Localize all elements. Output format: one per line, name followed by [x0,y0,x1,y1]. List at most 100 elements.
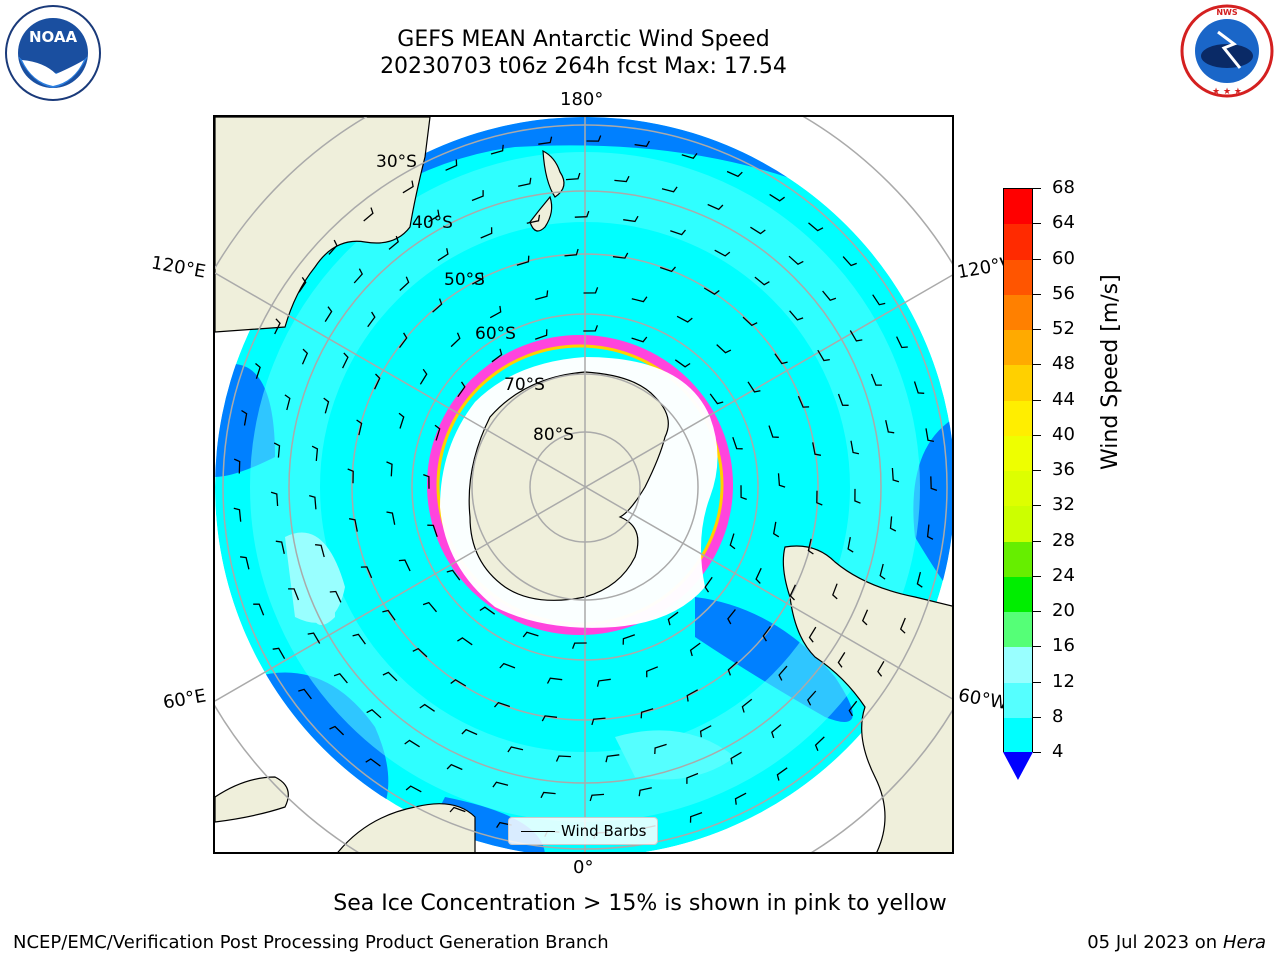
wind-barb [661,186,678,193]
wind-barb [788,255,804,265]
colorbar-extend-triangle [1003,752,1033,780]
wind-barb [797,395,810,408]
wind-barb [565,172,581,181]
wind-barb [446,569,461,581]
wind-barb [659,266,676,273]
svg-text:NWS: NWS [1216,8,1238,17]
lon-label-0: 0° [573,857,594,878]
wind-barb [740,485,747,501]
colorbar-tick-mark [1033,399,1041,401]
wind-barb [419,703,435,712]
wind-barb [366,709,382,719]
wind-barb [541,715,558,722]
wind-barb [614,175,630,183]
colorbar-tick-mark [1033,681,1041,683]
wind-barb [309,494,317,510]
wind-barb [342,352,349,369]
wind-barb [634,140,650,148]
colorbar-segment [1004,224,1032,260]
wind-barb [315,544,325,558]
wind-barb [674,359,691,368]
wind-barb [861,609,869,626]
wind-barb [612,252,629,259]
wind-barb [707,203,724,211]
wind-barb [445,159,458,171]
svg-text:NOAA: NOAA [29,28,78,46]
lat-label-70s: 70°S [504,375,545,395]
lon-label-60e: 60°E [161,685,208,714]
wind-barb [363,207,374,222]
wind-barb [288,588,300,601]
wind-barb [807,690,817,706]
wind-barb [398,332,408,348]
wind-barb [496,821,512,828]
wind-barb [754,276,770,286]
wind-barb [540,791,556,799]
wind-barb [842,256,857,267]
wind-barb [716,344,732,354]
colorbar-segment [1004,294,1032,330]
wind-barb [489,305,502,319]
wind-barb [812,442,822,456]
wind-barb [686,689,699,702]
wind-barb [778,665,788,681]
wind-barb [522,631,539,638]
nws-logo: NWS ★ ★ ★ [1178,4,1276,98]
wind-barb [762,626,772,642]
wind-barb [274,318,281,335]
wind-barb [879,563,886,580]
wind-barb [348,518,358,532]
wind-barb [240,556,250,570]
wind-barb [586,135,602,142]
wind-barb [233,458,241,474]
colorbar-tick-label: 44 [1052,388,1075,410]
wind-barbs [233,135,938,839]
wind-barb-legend-line [521,831,555,832]
wind-barb [419,368,428,385]
wind-barb [432,298,443,313]
colorbar-tick-mark [1033,329,1041,330]
wind-barb [564,248,579,257]
wind-barb [622,634,636,645]
sea-ice-caption: Sea Ice Concentration > 15% is shown in … [333,891,947,916]
wind-barb [270,491,279,507]
colorbar-segment [1004,259,1032,295]
wind-barb [776,767,788,781]
wind-barb [461,728,478,736]
wind-barb [872,294,886,306]
wind-barb [774,353,788,365]
wind-barb [399,276,410,291]
colorbar-tick-mark [1033,293,1041,295]
wind-barb-legend-label: Wind Barbs [561,822,647,840]
wind-barb [333,673,348,684]
colorbar-segment [1004,541,1032,577]
colorbar-title: Wind Speed [m/s] [1098,274,1123,470]
colorbar-segment [1004,435,1032,471]
wind-barb [374,373,381,390]
wind-barb [704,576,713,593]
wind-barb [732,436,743,450]
wind-barb [689,642,701,657]
map-legend: Wind Barbs [508,817,658,845]
wind-barb [538,136,553,145]
colorbar-tick-label: 40 [1052,423,1075,445]
colorbar-segment [1004,612,1032,648]
wind-barb [896,336,908,349]
colorbar-tick-label: 64 [1052,212,1075,234]
wind-barb [356,419,363,436]
wind-barb [703,287,720,295]
colorbar-segment [1004,717,1032,753]
wind-barb [623,215,639,223]
noaa-logo: NOAA [4,4,102,102]
colorbar [1003,188,1033,753]
colorbar-tick-label: 68 [1052,177,1075,198]
wind-barb [574,210,590,218]
colorbar-tick-mark [1033,223,1041,225]
wind-barb [730,751,742,765]
wind-barb [849,330,863,342]
wind-barb [814,736,825,752]
wind-barb [365,758,381,767]
colorbar-tick-label: 4 [1052,741,1064,762]
wind-barb [437,248,449,262]
wind-barb [233,507,242,522]
